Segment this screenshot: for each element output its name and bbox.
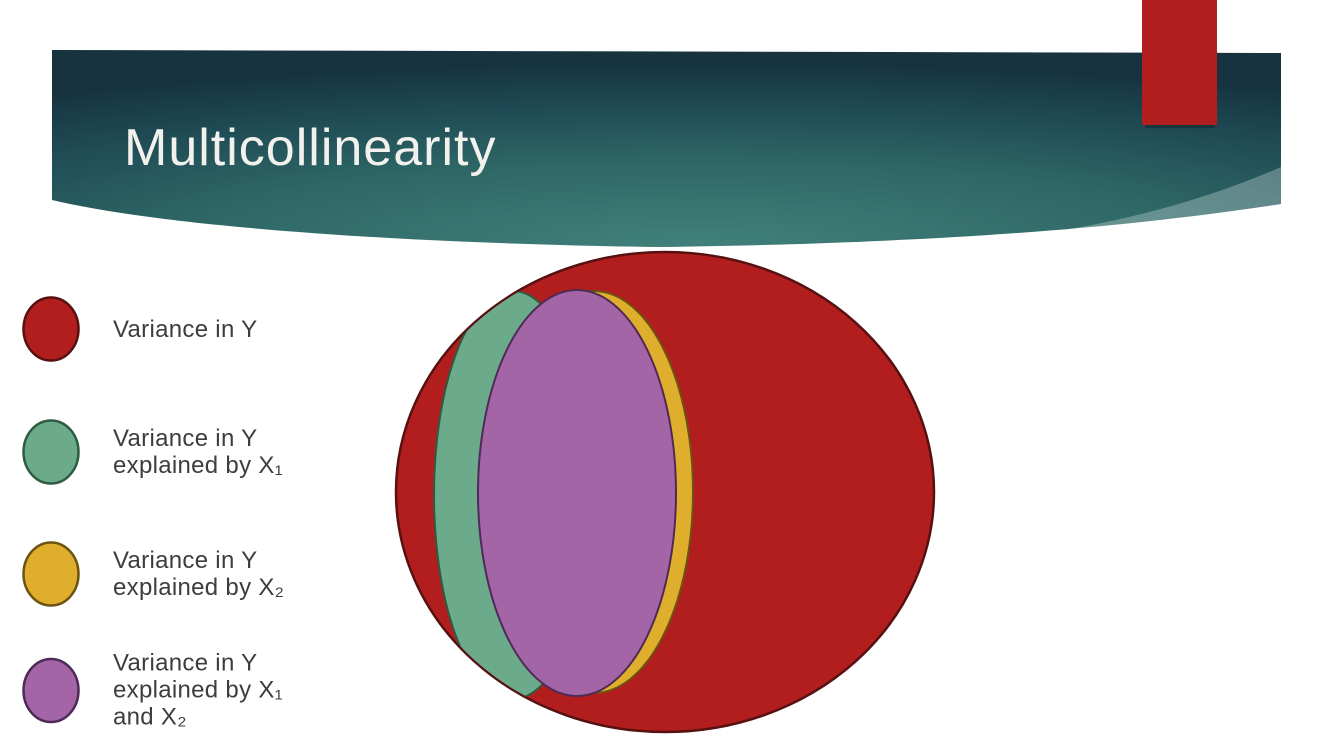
legend-item-variance-in-y: Variance in Y bbox=[21, 295, 257, 363]
legend-item-explained-by-x2: Variance in Y explained by X₂ bbox=[21, 540, 284, 608]
slide-title: Multicollinearity bbox=[124, 119, 497, 177]
legend-label: Variance in Y explained by X₁ and X₂ bbox=[113, 650, 283, 731]
legend-label: Variance in Y bbox=[113, 316, 257, 343]
legend-item-explained-by-x1: Variance in Y explained by X₁ bbox=[21, 418, 283, 486]
legend-label: Variance in Y explained by X₂ bbox=[113, 547, 284, 601]
legend-label-line: Variance in Y bbox=[113, 649, 258, 677]
legend-marker-red-circle bbox=[22, 296, 80, 362]
banner-swoosh bbox=[930, 167, 1281, 244]
accent-bar-shadow bbox=[1145, 125, 1215, 128]
title-banner bbox=[52, 50, 1281, 247]
accent-bar bbox=[1142, 0, 1217, 125]
legend-label-line: Variance in Y bbox=[113, 315, 258, 343]
legend-marker-purple-circle bbox=[22, 657, 80, 723]
legend-label-line: explained by X₁ bbox=[113, 452, 284, 479]
legend-marker-gold-circle bbox=[22, 541, 80, 607]
legend-label-line: Variance in Y bbox=[113, 547, 258, 574]
legend-label-line: explained by X₂ bbox=[113, 574, 285, 601]
legend-label-line: explained by X₁ bbox=[113, 676, 284, 704]
legend-item-explained-by-x1-and-x2: Variance in Y explained by X₁ and X₂ bbox=[21, 650, 283, 731]
venn-explained-by-x1-and-x2 bbox=[477, 289, 677, 697]
legend-label-line: and X₂ bbox=[113, 703, 187, 731]
legend-label-line: Variance in Y bbox=[113, 425, 258, 452]
legend-marker-green-circle bbox=[22, 419, 80, 485]
legend-label: Variance in Y explained by X₁ bbox=[113, 425, 283, 479]
